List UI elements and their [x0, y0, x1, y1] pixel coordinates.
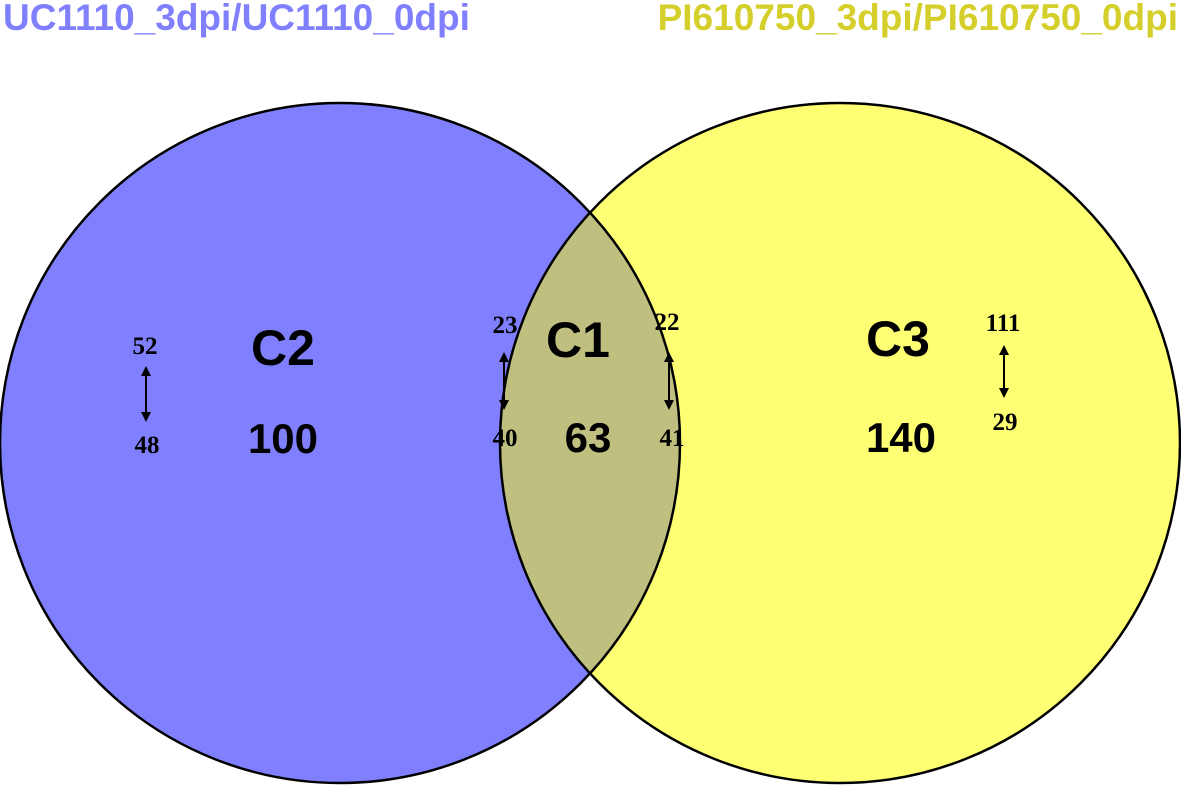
right-set-circle	[500, 103, 1180, 783]
c3-up-count: 111	[986, 310, 1021, 337]
c3-double-arrow-icon	[999, 345, 1009, 398]
c3-total: 140	[866, 414, 936, 461]
c3-label: C3	[866, 311, 930, 367]
left-circle-outline	[0, 101, 682, 785]
c1-right-up-count: 22	[655, 309, 680, 336]
right-set-title: PI610750_3dpi/PI610750_0dpi	[658, 0, 1178, 38]
c1-total: 63	[565, 414, 612, 461]
right-circle-outline	[498, 101, 1181, 785]
c2-total: 100	[248, 415, 318, 462]
c2-double-arrow-icon	[141, 366, 151, 422]
c1-left-down-count: 40	[493, 425, 518, 452]
c1-right-down-count: 41	[660, 425, 685, 452]
c1-label: C1	[546, 312, 610, 368]
c1-left-double-arrow-icon	[499, 352, 509, 410]
c3-down-count: 29	[993, 409, 1018, 436]
c2-label: C2	[251, 320, 315, 376]
c2-up-count: 52	[133, 333, 158, 360]
c1-right-double-arrow-icon	[664, 352, 674, 410]
left-set-circle	[0, 103, 680, 783]
c1-left-up-count: 23	[493, 312, 518, 339]
left-set-title: UC1110_3dpi/UC1110_0dpi	[3, 0, 470, 38]
c2-down-count: 48	[135, 432, 160, 459]
